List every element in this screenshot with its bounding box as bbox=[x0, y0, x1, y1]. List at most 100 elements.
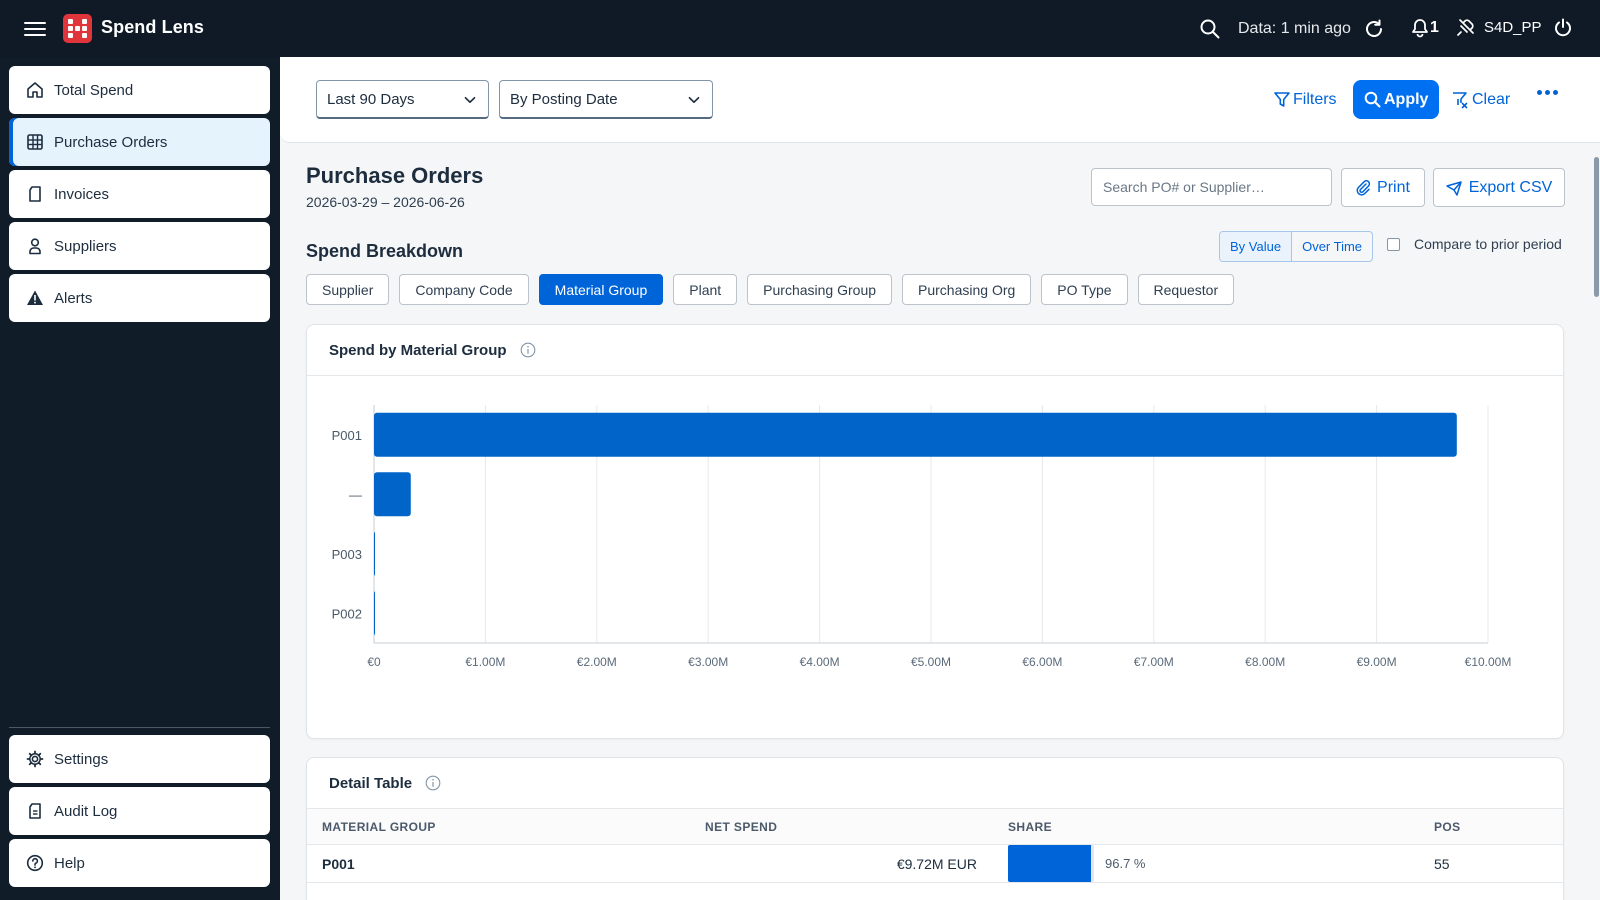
chip-supplier[interactable]: Supplier bbox=[306, 274, 390, 305]
date-basis-select[interactable]: By Posting Date bbox=[499, 80, 713, 119]
bar-1 bbox=[374, 412, 1457, 457]
column-header-pos[interactable]: POS bbox=[1434, 819, 1461, 834]
table-header-row: MATERIAL GROUP NET SPEND SHARE POS bbox=[307, 809, 1563, 845]
menu-icon[interactable] bbox=[24, 18, 46, 38]
warning-icon bbox=[27, 290, 43, 305]
x-tick-label: €10.00M bbox=[1465, 655, 1512, 669]
app-logo bbox=[63, 14, 92, 43]
search-icon bbox=[1364, 91, 1381, 108]
chevron-down-icon bbox=[464, 96, 476, 104]
sidebar-item-label: Help bbox=[54, 854, 85, 872]
power-icon[interactable] bbox=[1552, 17, 1574, 39]
sidebar-divider bbox=[9, 727, 270, 728]
x-tick-label: €1.00M bbox=[465, 655, 505, 669]
system-selector[interactable]: S4D_PP bbox=[1456, 17, 1542, 37]
info-icon[interactable] bbox=[520, 342, 536, 358]
notification-count: 1 bbox=[1430, 19, 1439, 36]
sidebar-item-alerts[interactable]: Alerts bbox=[9, 274, 270, 322]
sidebar: Total Spend Purchase Orders Invoices Sup… bbox=[0, 57, 280, 900]
compare-prior-period-checkbox[interactable] bbox=[1387, 237, 1400, 251]
scrollbar-thumb[interactable] bbox=[1594, 157, 1599, 297]
sidebar-item-label: Audit Log bbox=[54, 802, 118, 820]
column-header-share[interactable]: SHARE bbox=[1008, 819, 1053, 834]
period-select[interactable]: Last 90 Days bbox=[316, 80, 489, 119]
search-input[interactable] bbox=[1091, 168, 1332, 206]
y-tick-label: P001 bbox=[332, 428, 362, 443]
search-icon[interactable] bbox=[1199, 18, 1221, 40]
column-header-material-group[interactable]: MATERIAL GROUP bbox=[322, 819, 436, 834]
cell-share: 96.7 % bbox=[1008, 845, 1145, 882]
bar-2 bbox=[374, 472, 411, 517]
disconnected-plug-icon bbox=[1457, 19, 1474, 36]
help-icon bbox=[26, 854, 44, 872]
x-tick-label: €3.00M bbox=[688, 655, 728, 669]
sidebar-item-total-spend[interactable]: Total Spend bbox=[9, 66, 270, 114]
spend-bar-chart: €0 €1.00M €2.00M €3.00M €4.00M €5.00M €6.00M €7… bbox=[332, 405, 1512, 669]
sidebar-item-invoices[interactable]: Invoices bbox=[9, 170, 270, 218]
chip-purchasing-group[interactable]: Purchasing Group bbox=[747, 274, 893, 305]
x-tick-label: €6.00M bbox=[1022, 655, 1062, 669]
detail-table-title: Detail Table bbox=[329, 774, 413, 792]
sidebar-item-label: Total Spend bbox=[54, 81, 134, 99]
grid-icon bbox=[27, 134, 43, 150]
sidebar-item-label: Purchase Orders bbox=[54, 133, 168, 151]
share-bar-fill bbox=[1008, 845, 1092, 882]
x-tick-label: €4.00M bbox=[800, 655, 840, 669]
bar-4 bbox=[374, 591, 375, 636]
x-tick-label: €7.00M bbox=[1134, 655, 1174, 669]
export-csv-button-label: Export CSV bbox=[1468, 178, 1553, 196]
chip-material-group[interactable]: Material Group bbox=[538, 274, 664, 305]
sidebar-item-label: Suppliers bbox=[54, 237, 117, 255]
sidebar-item-purchase-orders[interactable]: Purchase Orders bbox=[9, 118, 270, 166]
sidebar-item-settings[interactable]: Settings bbox=[9, 735, 270, 783]
export-csv-button[interactable]: Export CSV bbox=[1433, 168, 1565, 207]
app-title: Spend Lens bbox=[101, 17, 205, 37]
share-bar bbox=[1008, 845, 1094, 882]
chevron-down-icon bbox=[688, 96, 700, 104]
clear-button[interactable]: Clear bbox=[1452, 80, 1510, 119]
chip-purchasing-org[interactable]: Purchasing Org bbox=[902, 274, 1032, 305]
cell-net-spend: €9.72M EUR bbox=[896, 855, 977, 872]
print-button[interactable]: Print bbox=[1341, 168, 1425, 207]
table-row[interactable]: P001 €9.72M EUR 96.7 % 55 bbox=[307, 845, 1563, 883]
filters-button-label: Filters bbox=[1293, 90, 1337, 108]
sidebar-item-suppliers[interactable]: Suppliers bbox=[9, 222, 270, 270]
view-over-time-button[interactable]: Over Time bbox=[1291, 232, 1372, 261]
date-range: 2026-03-29 – 2026-06-26 bbox=[306, 194, 465, 210]
system-name: S4D_PP bbox=[1484, 18, 1542, 36]
x-tick-label: €2.00M bbox=[577, 655, 617, 669]
export-icon bbox=[1445, 180, 1462, 196]
document-icon bbox=[29, 186, 41, 202]
x-tick-label: €8.00M bbox=[1245, 655, 1285, 669]
chip-company-code[interactable]: Company Code bbox=[399, 274, 529, 305]
sidebar-item-label: Invoices bbox=[54, 185, 110, 203]
main-content: Last 90 Days By Posting Date Filters App… bbox=[280, 57, 1600, 900]
filter-bar: Last 90 Days By Posting Date Filters App… bbox=[280, 57, 1600, 143]
notifications-button[interactable]: 1 bbox=[1411, 17, 1439, 39]
gear-icon bbox=[26, 750, 44, 768]
chip-plant[interactable]: Plant bbox=[673, 274, 738, 305]
sidebar-item-label: Alerts bbox=[54, 289, 93, 307]
column-header-net-spend[interactable]: NET SPEND bbox=[705, 819, 778, 834]
view-by-value-button[interactable]: By Value bbox=[1220, 232, 1292, 261]
cell-share-value: 96.7 % bbox=[1105, 856, 1146, 871]
sidebar-item-audit-log[interactable]: Audit Log bbox=[9, 787, 270, 835]
clear-button-label: Clear bbox=[1472, 90, 1511, 108]
dimension-chips: Supplier Company Code Material Group Pla… bbox=[306, 274, 1235, 305]
detail-table-card: Detail Table MATERIAL GROUP NET SPEND SH… bbox=[306, 757, 1564, 900]
compare-prior-period: Compare to prior period bbox=[1387, 236, 1562, 252]
info-icon[interactable] bbox=[425, 775, 441, 791]
chip-requestor[interactable]: Requestor bbox=[1137, 274, 1235, 305]
data-age-indicator: Data: 1 min ago bbox=[1238, 20, 1351, 37]
apply-button[interactable]: Apply bbox=[1353, 80, 1440, 119]
sidebar-item-help[interactable]: Help bbox=[9, 839, 270, 887]
log-icon bbox=[29, 803, 41, 819]
filters-button[interactable]: Filters bbox=[1274, 80, 1337, 119]
main-scrollbar[interactable] bbox=[1592, 143, 1600, 900]
chart-card: Spend by Material Group €0 €1.00M €2.00M €3… bbox=[306, 324, 1564, 739]
clear-filter-icon bbox=[1453, 91, 1468, 108]
chip-po-type[interactable]: PO Type bbox=[1041, 274, 1128, 305]
x-tick-label: €9.00M bbox=[1357, 655, 1397, 669]
refresh-icon[interactable] bbox=[1363, 18, 1385, 40]
more-options-icon[interactable] bbox=[1537, 90, 1558, 95]
